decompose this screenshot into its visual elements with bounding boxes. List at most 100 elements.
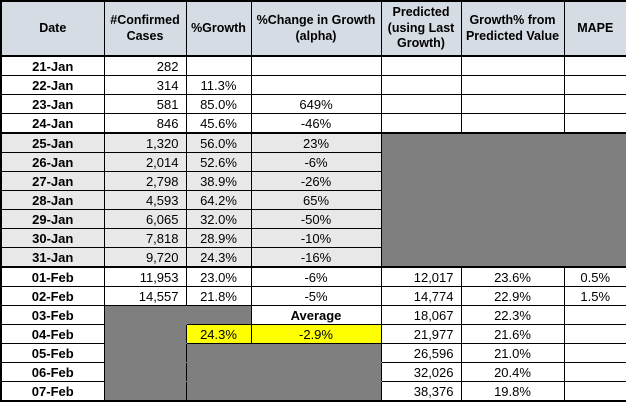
cell-date[interactable]: 03-Feb [0,305,105,325]
cell-growth-from-predicted[interactable]: 19.8% [460,381,565,402]
cell-confirmed-cases[interactable]: 846 [103,113,187,134]
cell-date[interactable]: 30-Jan [0,228,105,248]
cell-change-in-growth[interactable] [250,55,382,76]
cell-change-in-growth[interactable] [250,75,382,95]
cell-growth-from-predicted[interactable] [460,113,565,134]
cell-mape[interactable] [563,209,626,229]
cell-change-in-growth[interactable]: -6% [250,152,382,172]
cell-confirmed-cases[interactable]: 4,593 [103,190,187,210]
cell-date[interactable]: 01-Feb [0,266,105,287]
cell-mape[interactable] [563,152,626,172]
cell-predicted[interactable]: 21,977 [380,324,462,344]
cell-date[interactable]: 28-Jan [0,190,105,210]
cell-predicted[interactable]: 32,026 [380,362,462,382]
header-predicted[interactable]: Predicted (using Last Growth) [380,0,462,57]
cell-date[interactable]: 05-Feb [0,343,105,363]
cell-mape[interactable] [563,75,626,95]
cell-change-in-growth[interactable]: Average [250,305,382,325]
cell-change-in-growth[interactable]: -26% [250,171,382,191]
cell-change-in-growth[interactable]: 65% [250,190,382,210]
cell-growth[interactable]: 32.0% [185,209,252,229]
cell-growth-from-predicted[interactable] [460,209,565,229]
cell-mape[interactable]: 0.5% [563,266,626,287]
cell-date[interactable]: 06-Feb [0,362,105,382]
cell-mape[interactable] [563,113,626,134]
cell-predicted[interactable] [380,171,462,191]
cell-confirmed-cases[interactable]: 6,065 [103,209,187,229]
cell-mape[interactable] [563,305,626,325]
cell-mape[interactable] [563,324,626,344]
cell-confirmed-cases[interactable]: 314 [103,75,187,95]
cell-growth[interactable]: 24.3% [185,247,252,268]
cell-confirmed-cases[interactable]: 11,953 [103,266,187,287]
cell-predicted[interactable] [380,152,462,172]
header-date[interactable]: Date [0,0,105,57]
cell-growth[interactable]: 56.0% [185,132,252,153]
cell-mape[interactable] [563,343,626,363]
cell-change-in-growth[interactable]: 23% [250,132,382,153]
cell-growth-from-predicted[interactable] [460,247,565,268]
cell-predicted[interactable] [380,55,462,76]
cell-confirmed-cases[interactable]: 581 [103,94,187,114]
cell-date[interactable]: 27-Jan [0,171,105,191]
cell-growth[interactable]: 11.3% [185,75,252,95]
cell-confirmed-cases[interactable]: 7,818 [103,228,187,248]
cell-confirmed-cases[interactable] [103,305,187,325]
cell-growth[interactable]: 28.9% [185,228,252,248]
cell-growth[interactable] [185,362,252,382]
cell-change-in-growth[interactable]: -50% [250,209,382,229]
cell-predicted[interactable] [380,190,462,210]
cell-date[interactable]: 24-Jan [0,113,105,134]
cell-date[interactable]: 23-Jan [0,94,105,114]
cell-growth-from-predicted[interactable]: 21.6% [460,324,565,344]
cell-date[interactable]: 25-Jan [0,132,105,153]
cell-growth-from-predicted[interactable]: 21.0% [460,343,565,363]
cell-growth[interactable]: 52.6% [185,152,252,172]
cell-confirmed-cases[interactable]: 2,014 [103,152,187,172]
cell-mape[interactable] [563,55,626,76]
cell-growth-from-predicted[interactable] [460,94,565,114]
cell-growth[interactable]: 24.3% [185,324,252,344]
cell-growth-from-predicted[interactable] [460,75,565,95]
cell-confirmed-cases[interactable]: 282 [103,55,187,76]
cell-predicted[interactable] [380,132,462,153]
cell-predicted[interactable] [380,209,462,229]
cell-growth-from-predicted[interactable]: 23.6% [460,266,565,287]
cell-predicted[interactable]: 26,596 [380,343,462,363]
cell-date[interactable]: 02-Feb [0,286,105,306]
cell-date[interactable]: 04-Feb [0,324,105,344]
cell-mape[interactable]: 1.5% [563,286,626,306]
cell-change-in-growth[interactable]: -46% [250,113,382,134]
cell-growth-from-predicted[interactable] [460,228,565,248]
cell-date[interactable]: 07-Feb [0,381,105,402]
cell-predicted[interactable] [380,113,462,134]
cell-confirmed-cases[interactable] [103,343,187,363]
cell-change-in-growth[interactable] [250,381,382,402]
cell-change-in-growth[interactable] [250,343,382,363]
cell-change-in-growth[interactable]: -16% [250,247,382,268]
cell-change-in-growth[interactable] [250,362,382,382]
cell-mape[interactable] [563,132,626,153]
cell-change-in-growth[interactable]: 649% [250,94,382,114]
cell-date[interactable]: 22-Jan [0,75,105,95]
cell-confirmed-cases[interactable] [103,324,187,344]
cell-growth[interactable]: 23.0% [185,266,252,287]
cell-confirmed-cases[interactable]: 1,320 [103,132,187,153]
cell-date[interactable]: 29-Jan [0,209,105,229]
cell-confirmed-cases[interactable]: 2,798 [103,171,187,191]
header-growth[interactable]: %Growth [185,0,252,57]
cell-growth-from-predicted[interactable] [460,152,565,172]
cell-confirmed-cases[interactable]: 9,720 [103,247,187,268]
cell-predicted[interactable] [380,247,462,268]
cell-growth-from-predicted[interactable] [460,55,565,76]
cell-mape[interactable] [563,228,626,248]
cell-growth-from-predicted[interactable]: 22.9% [460,286,565,306]
cell-mape[interactable] [563,190,626,210]
cell-predicted[interactable] [380,94,462,114]
cell-date[interactable]: 21-Jan [0,55,105,76]
cell-mape[interactable] [563,247,626,268]
cell-growth[interactable]: 85.0% [185,94,252,114]
cell-predicted[interactable] [380,228,462,248]
cell-growth[interactable]: 64.2% [185,190,252,210]
cell-growth-from-predicted[interactable] [460,171,565,191]
